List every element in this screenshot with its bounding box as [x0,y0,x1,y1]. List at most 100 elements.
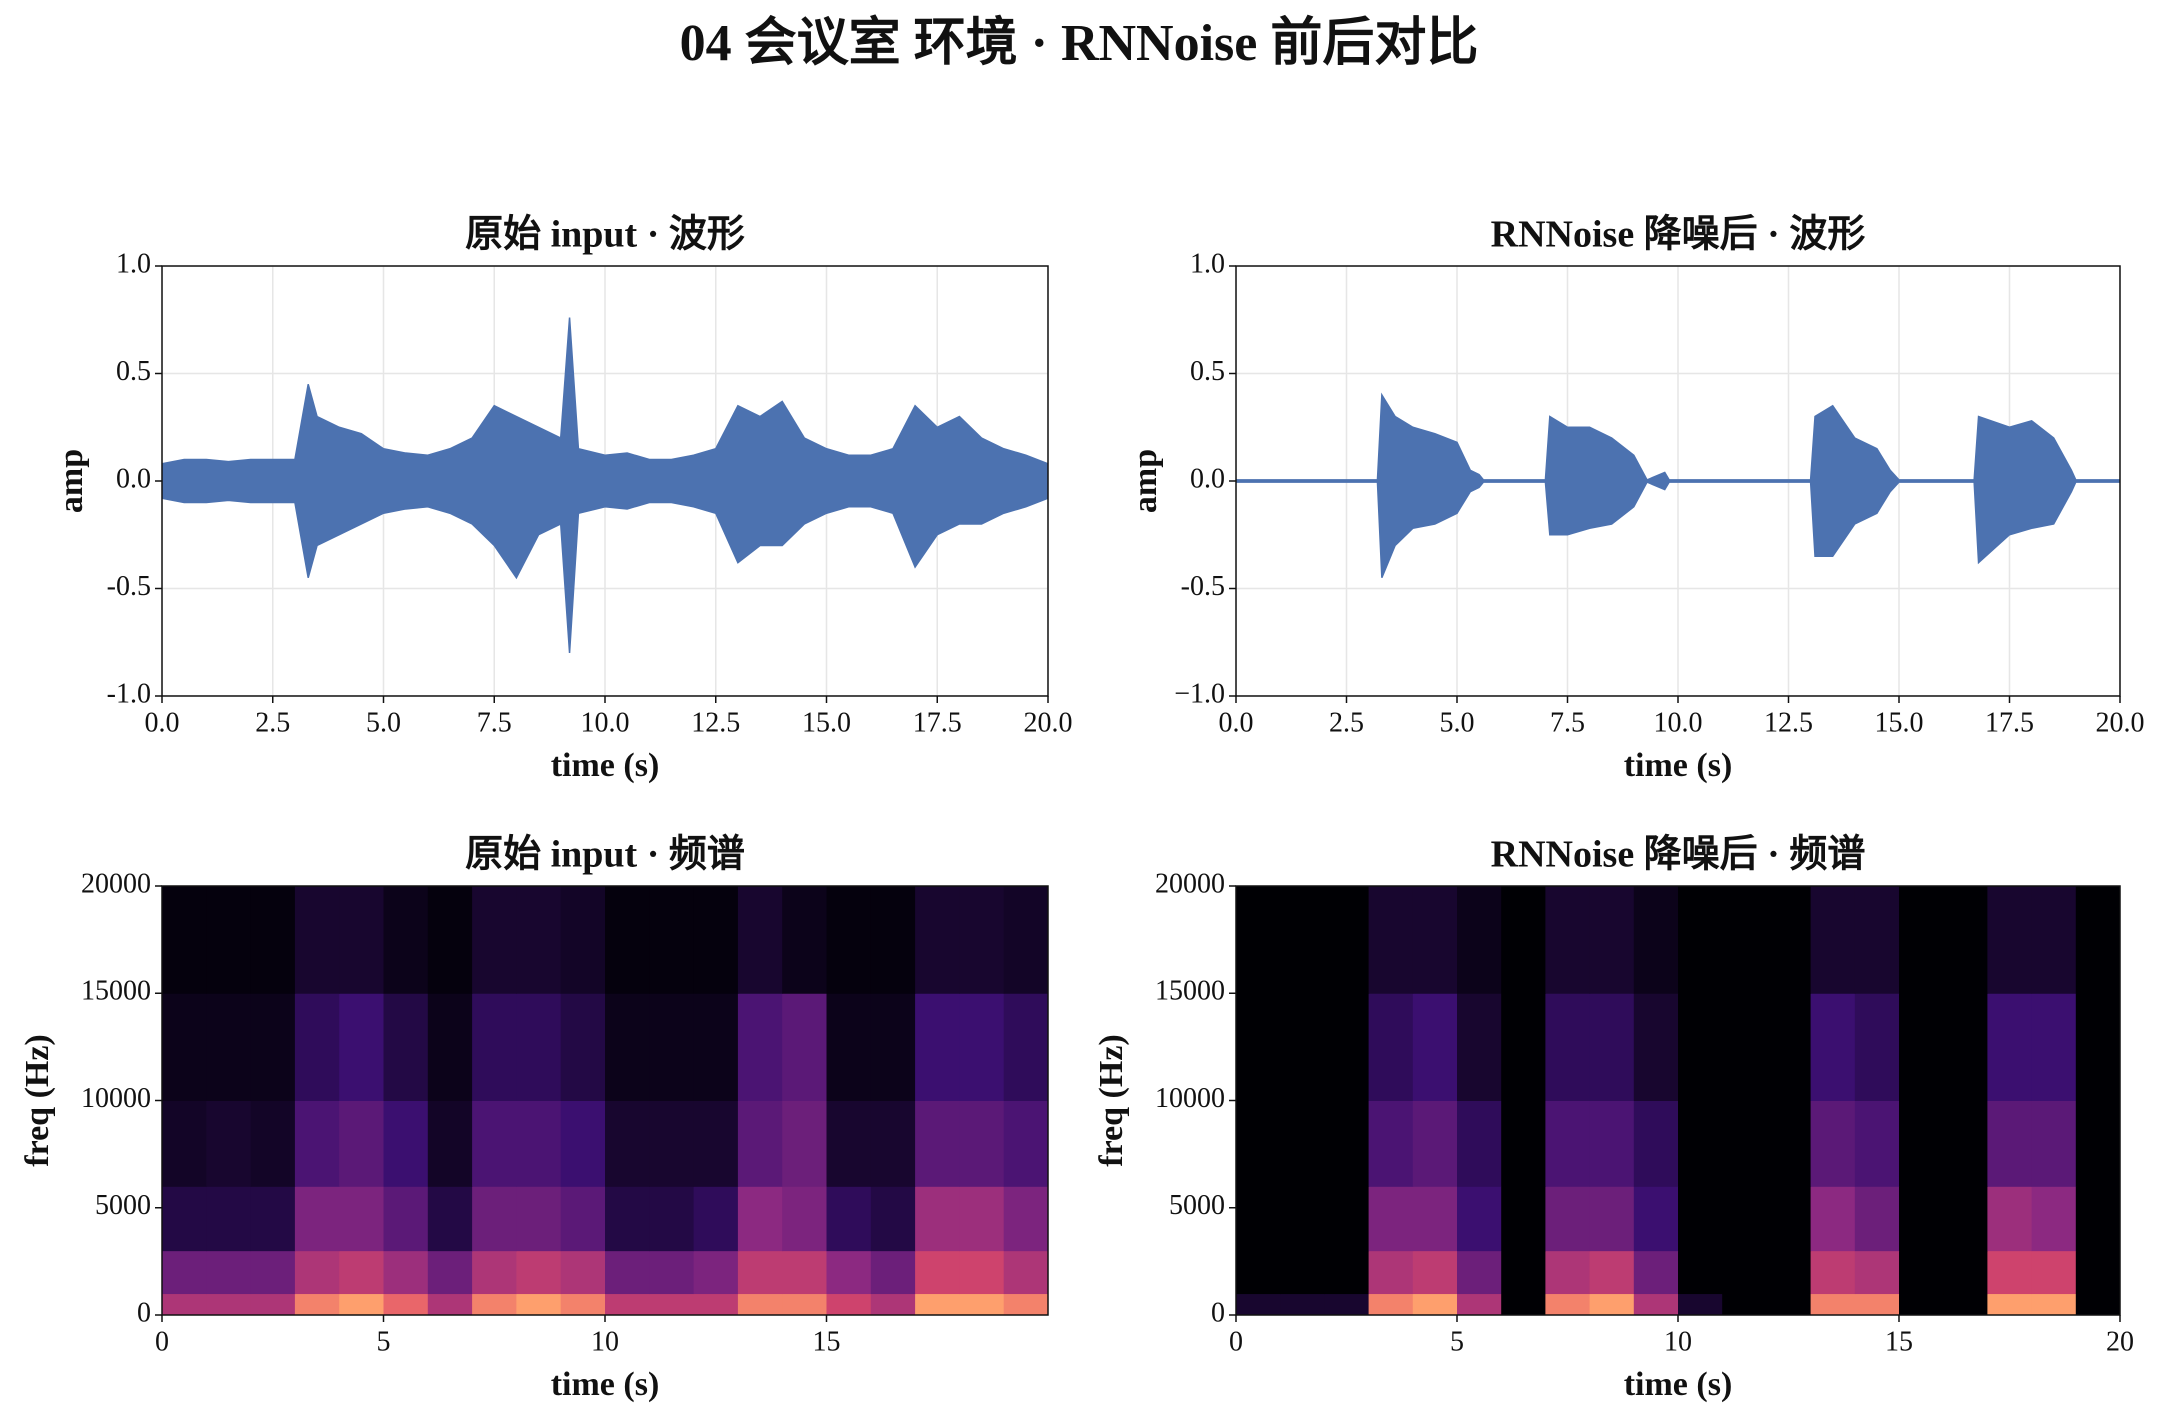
spectrogram-cell [516,993,562,1101]
spectrogram-cell [1766,886,1812,994]
spectrogram-cell [516,1293,562,1315]
spectrogram-cell [605,886,650,994]
waveform-envelope [1236,480,2120,579]
x-tick-label: 10 [1664,1326,1692,1357]
spectrogram-cell [870,886,916,994]
spectrogram-cell [826,1250,872,1295]
spectrogram-cell [250,1100,296,1187]
spectrogram-cell [1280,886,1325,994]
spectrogram-cell [605,1293,650,1315]
spectrogram-cell [782,886,827,994]
x-tick-label: 2.5 [255,707,290,738]
spectrogram-cell [250,1186,296,1252]
plot-area [162,886,1048,1315]
spectrogram-cell [605,1250,650,1295]
spectrogram-cell [693,993,739,1101]
spectrogram-cell [1678,1250,1723,1295]
spectrogram-cell [383,1186,429,1252]
spectrogram-cell [1633,1250,1679,1295]
spectrogram-cell [1545,1250,1591,1295]
spectrogram-cell [1899,886,1944,994]
subplot-title: RNNoise 降噪后 · 频谱 [1491,834,1866,876]
spectrogram-cell [1280,1250,1325,1295]
spectrogram-cell [1457,993,1502,1101]
spectrogram-cell [1280,1293,1325,1315]
spectrogram-cell [1722,1186,1767,1252]
spectrogram-cell [2075,1186,2120,1252]
spectrogram-cell [826,993,872,1101]
x-tick-label: 0 [1229,1326,1243,1357]
spectrogram-cell [206,886,252,994]
spectrogram-cell [1368,1186,1414,1252]
spectrogram-cell [2075,1293,2120,1315]
spectrogram-cell [693,1250,739,1295]
spectrogram-cell [427,1100,473,1187]
spectrogram-cell [1810,1293,1856,1315]
spectrogram-cell [206,1100,252,1187]
spectrogram-cell [1368,1100,1414,1187]
spectrogram-cell [1003,1186,1048,1252]
spectrogram-cell [339,993,384,1101]
spectrogram-cell [826,886,872,994]
spectrogram-cell [472,1250,517,1295]
spectrogram-cell [870,1250,916,1295]
spectrogram-cell [1545,1100,1591,1187]
spectrogram-cell [1457,886,1502,994]
spectrogram-cell [959,1293,1005,1315]
spectrogram-cell [2031,886,2077,994]
spectrogram-cell [870,993,916,1101]
spectrogram-cell [959,1250,1005,1295]
x-tick-label: 0.0 [1219,707,1254,738]
x-axis-label: time (s) [1624,747,1733,784]
spectrogram-cell [915,1293,960,1315]
spectrogram-cell [649,886,695,994]
spectrogram-cell [1501,993,1546,1101]
y-axis-label: amp [1127,449,1164,513]
spectrogram-cell [915,1186,960,1252]
spectrogram-cell [2031,993,2077,1101]
spectrogram-cell [1501,1100,1546,1187]
spectrogram-cell [294,993,340,1101]
spectrogram-cell [427,1293,473,1315]
subplot-title: 原始 input · 频谱 [465,834,745,876]
waveform-envelope [162,480,1048,654]
spectrogram-cell [915,993,960,1101]
spectrogram-cell [2075,993,2120,1101]
spectrogram-cell [1810,1100,1856,1187]
spectrogram-cell [516,1186,562,1252]
spectrogram-cell [560,993,606,1101]
spectrogram-cell [2031,1100,2077,1187]
spectrogram-cell [162,886,207,994]
spectrogram-cell [1236,1100,1281,1187]
spectrogram-cell [1003,1100,1048,1187]
spectrogram-cell [472,993,517,1101]
x-tick-label: 5.0 [1440,707,1475,738]
spectrogram-cell [605,1186,650,1252]
spectrogram-cell [1589,886,1635,994]
spectrogram-cell [472,1293,517,1315]
spectrogram-cell [516,886,562,994]
spectrogram-cell [2075,886,2120,994]
spectrogram-cell [1589,1250,1635,1295]
y-tick-label: 15000 [1155,976,1225,1007]
spectrogram-cell [1854,1186,1900,1252]
spectrogram-cell [693,1293,739,1315]
x-tick-label: 15.0 [1875,707,1924,738]
x-tick-label: 10.0 [1654,707,1703,738]
spectrogram-cell [915,886,960,994]
spectrogram-cell [959,1186,1005,1252]
spectrogram-cell [1412,1250,1458,1295]
spectrogram-cell [1810,1186,1856,1252]
spectrogram-cell [1457,1100,1502,1187]
x-tick-label: 5 [377,1326,391,1357]
spectrogram-cell [1633,1293,1679,1315]
x-tick-label: 20.0 [1024,707,1073,738]
spectrogram-cell [1589,1186,1635,1252]
y-tick-label: 0.5 [116,356,151,387]
spectrogram-cell [1854,1293,1900,1315]
spectrogram-cell [1678,1100,1723,1187]
x-tick-label: 7.5 [1550,707,1585,738]
spectrogram-cell [649,1293,695,1315]
spectrogram-cell [162,1186,207,1252]
spectrogram-cell [1412,1293,1458,1315]
